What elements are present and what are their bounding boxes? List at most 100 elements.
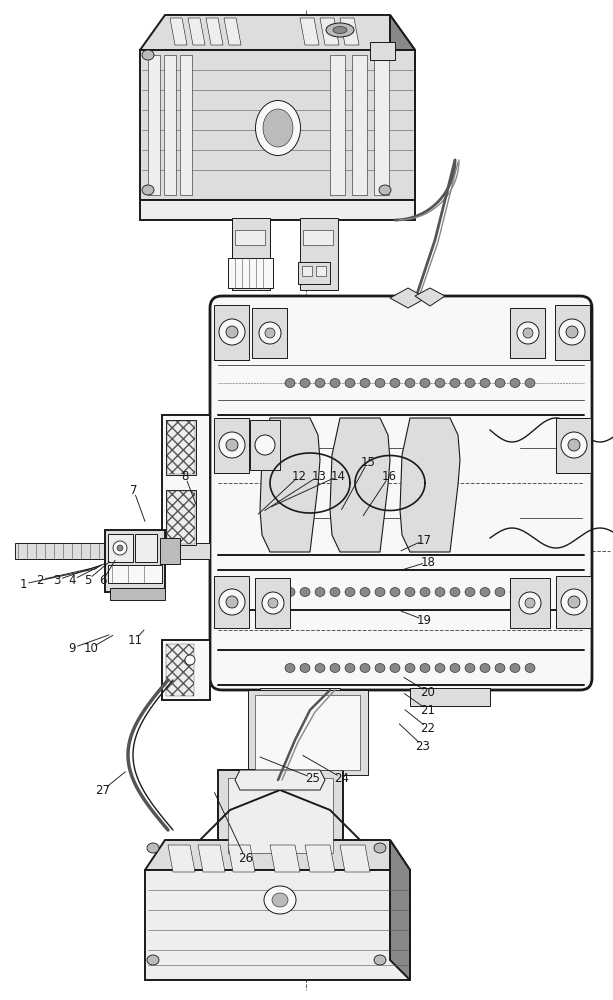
Ellipse shape <box>525 378 535 387</box>
Polygon shape <box>330 418 390 552</box>
Ellipse shape <box>559 319 585 345</box>
Ellipse shape <box>226 439 238 451</box>
Text: 22: 22 <box>421 722 435 734</box>
FancyBboxPatch shape <box>210 296 592 690</box>
Text: 27: 27 <box>96 784 110 796</box>
Ellipse shape <box>525 587 535 596</box>
Bar <box>164 55 176 195</box>
Bar <box>162 640 210 700</box>
Text: 26: 26 <box>238 852 253 864</box>
Polygon shape <box>320 18 339 45</box>
Polygon shape <box>228 845 255 872</box>
Ellipse shape <box>379 185 391 195</box>
Ellipse shape <box>435 587 445 596</box>
Text: 17: 17 <box>417 534 432 546</box>
Bar <box>555 305 590 360</box>
Text: 21: 21 <box>421 704 435 716</box>
Ellipse shape <box>264 886 296 914</box>
Ellipse shape <box>315 664 325 672</box>
Ellipse shape <box>375 378 385 387</box>
Ellipse shape <box>360 378 370 387</box>
Ellipse shape <box>510 664 520 672</box>
Ellipse shape <box>420 664 430 672</box>
Ellipse shape <box>333 26 347 33</box>
Text: 4: 4 <box>69 574 76 586</box>
Ellipse shape <box>480 664 490 672</box>
Ellipse shape <box>435 378 445 387</box>
Ellipse shape <box>285 378 295 387</box>
Polygon shape <box>400 418 460 552</box>
Ellipse shape <box>259 322 281 344</box>
Ellipse shape <box>450 664 460 672</box>
Ellipse shape <box>262 592 284 614</box>
Ellipse shape <box>561 432 587 458</box>
Bar <box>255 695 360 770</box>
Polygon shape <box>235 770 325 790</box>
Ellipse shape <box>147 955 159 965</box>
Bar <box>300 218 338 290</box>
Text: 2: 2 <box>36 574 44 586</box>
Bar <box>302 266 312 276</box>
Text: 24: 24 <box>335 772 349 784</box>
Ellipse shape <box>147 843 159 853</box>
Ellipse shape <box>561 589 587 615</box>
Ellipse shape <box>480 378 490 387</box>
Bar <box>108 565 162 583</box>
Ellipse shape <box>226 596 238 608</box>
Bar <box>556 576 591 628</box>
Ellipse shape <box>185 655 195 665</box>
Polygon shape <box>188 18 205 45</box>
Ellipse shape <box>450 378 460 387</box>
Ellipse shape <box>285 664 295 672</box>
Ellipse shape <box>117 545 123 551</box>
Ellipse shape <box>480 587 490 596</box>
Ellipse shape <box>315 587 325 596</box>
Bar <box>148 55 160 195</box>
Text: 9: 9 <box>69 642 76 654</box>
Bar <box>162 415 210 555</box>
Bar <box>105 530 165 592</box>
Polygon shape <box>198 845 225 872</box>
Bar <box>260 688 340 706</box>
Text: 23: 23 <box>416 740 430 752</box>
Polygon shape <box>145 870 410 980</box>
Ellipse shape <box>268 598 278 608</box>
Ellipse shape <box>523 328 533 338</box>
Ellipse shape <box>465 587 475 596</box>
Ellipse shape <box>263 109 293 147</box>
Ellipse shape <box>420 378 430 387</box>
Bar <box>166 490 196 545</box>
Bar <box>255 578 290 628</box>
Ellipse shape <box>113 541 127 555</box>
Bar <box>160 538 180 564</box>
Ellipse shape <box>300 587 310 596</box>
Text: 14: 14 <box>331 470 346 483</box>
Polygon shape <box>140 200 415 220</box>
Ellipse shape <box>566 326 578 338</box>
Bar <box>370 42 395 60</box>
Ellipse shape <box>519 592 541 614</box>
Ellipse shape <box>300 664 310 672</box>
Ellipse shape <box>405 664 415 672</box>
Bar <box>135 534 157 562</box>
Ellipse shape <box>390 587 400 596</box>
Polygon shape <box>145 840 410 870</box>
Bar <box>166 644 194 696</box>
Ellipse shape <box>495 587 505 596</box>
Ellipse shape <box>405 378 415 387</box>
Ellipse shape <box>420 587 430 596</box>
Bar <box>510 578 550 628</box>
Ellipse shape <box>345 664 355 672</box>
Text: 3: 3 <box>53 574 61 586</box>
Bar <box>232 218 270 290</box>
Bar <box>228 258 273 288</box>
Ellipse shape <box>510 378 520 387</box>
Ellipse shape <box>330 587 340 596</box>
Polygon shape <box>300 18 319 45</box>
Text: 13: 13 <box>311 470 326 483</box>
Ellipse shape <box>435 664 445 672</box>
Ellipse shape <box>568 439 580 451</box>
Ellipse shape <box>390 378 400 387</box>
Polygon shape <box>260 418 320 552</box>
Bar <box>352 55 367 195</box>
